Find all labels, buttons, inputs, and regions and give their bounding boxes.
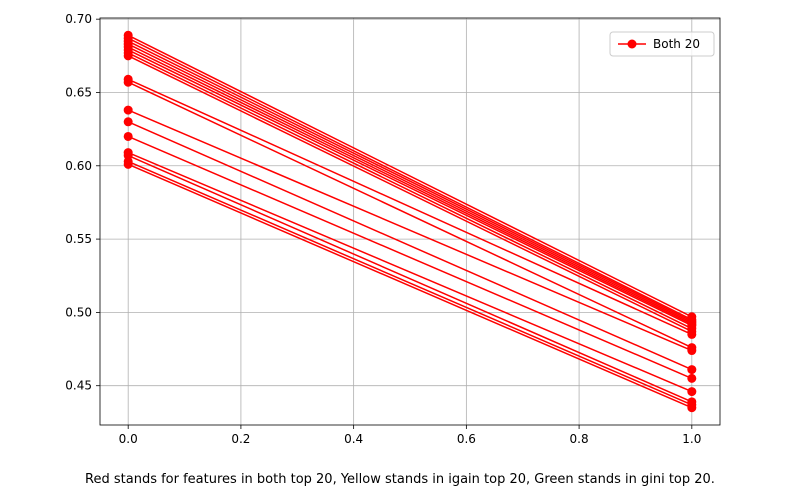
series-line (127, 34, 693, 318)
y-tick-label: 0.55 (65, 232, 92, 246)
series-line (127, 37, 693, 321)
y-tick-label: 0.65 (65, 85, 92, 99)
series-line (127, 109, 693, 352)
series-line (127, 52, 693, 330)
x-tick-label: 0.6 (457, 432, 476, 446)
data-point (687, 403, 697, 413)
y-tick-label: 0.60 (65, 159, 92, 173)
data-point (123, 159, 133, 169)
data-point (687, 329, 697, 339)
data-point (687, 373, 697, 383)
legend-box (609, 31, 715, 57)
series-line (127, 151, 693, 393)
legend: Both 20 (609, 31, 715, 57)
legend-marker (627, 39, 637, 49)
caption: Red stands for features in both top 20, … (85, 472, 715, 487)
x-tick-label: 0.8 (570, 432, 589, 446)
y-tick-label: 0.70 (65, 12, 92, 26)
series-line (127, 154, 693, 403)
x-tick-label: 0.0 (119, 432, 138, 446)
series-line (127, 40, 693, 322)
x-axis: 0.0 0.2 0.4 0.6 0.8 1.0 (119, 425, 701, 446)
data-point (123, 51, 133, 61)
series-line (127, 135, 693, 380)
series-line (127, 78, 693, 336)
legend-label: Both 20 (653, 37, 700, 51)
data-point (123, 131, 133, 141)
y-tick-label: 0.45 (65, 379, 92, 393)
series-line (127, 43, 693, 324)
x-tick-label: 0.4 (344, 432, 363, 446)
series-line (127, 121, 693, 371)
data-point (123, 105, 133, 115)
data-point (123, 77, 133, 87)
series-group (123, 30, 697, 413)
data-point (687, 365, 697, 375)
plot-frame (99, 17, 721, 426)
data-point (687, 387, 697, 397)
y-axis: 0.45 0.50 0.55 0.60 0.65 0.70 (65, 12, 100, 393)
series-line (127, 49, 693, 327)
data-point (687, 346, 697, 356)
series-line (127, 46, 693, 325)
x-tick-label: 0.2 (231, 432, 250, 446)
series-line (127, 55, 693, 333)
x-tick-label: 1.0 (682, 432, 701, 446)
series-line (127, 81, 693, 349)
data-point (123, 117, 133, 127)
y-tick-label: 0.50 (65, 305, 92, 319)
series-line (127, 160, 693, 406)
series-line (127, 163, 693, 409)
